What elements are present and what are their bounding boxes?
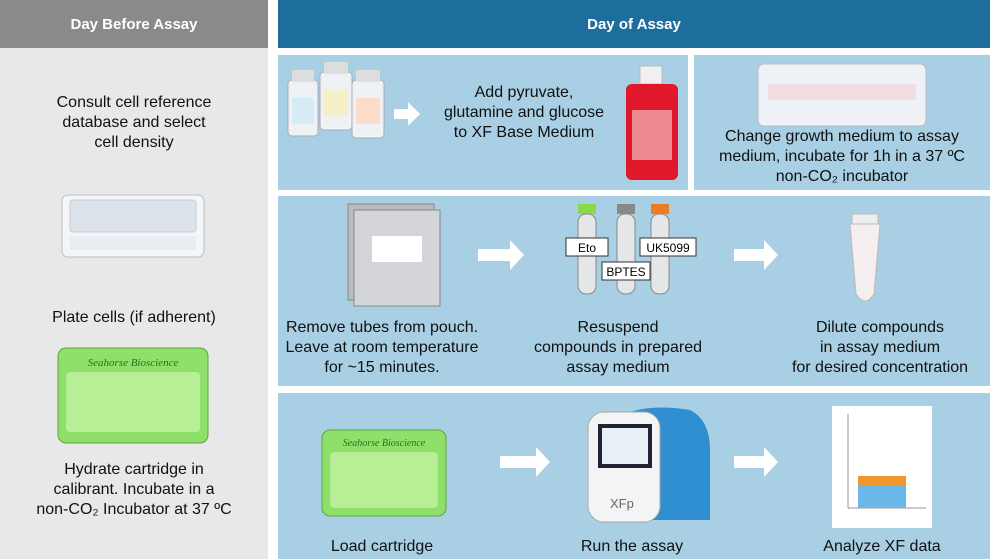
right-header: Day of Assay <box>278 0 990 48</box>
tube-label: BPTES <box>606 265 645 279</box>
step-text: Remove tubes from pouch. Leave at room t… <box>285 319 479 376</box>
step-text: Add pyruvate, glutamine and glucose to X… <box>443 84 605 141</box>
step-text: Resuspend compounds in prepared assay me… <box>533 319 703 376</box>
instrument <box>587 407 710 523</box>
cell-plate <box>61 194 205 258</box>
cell-plate <box>757 63 927 127</box>
cartridge <box>321 429 447 517</box>
medium-bottle <box>626 65 678 180</box>
tube-label: UK5099 <box>646 241 690 255</box>
step-text: Analyze XF data <box>823 538 941 555</box>
cartridge <box>57 347 209 444</box>
left-header: Day Before Assay <box>0 0 268 48</box>
tubes <box>565 204 697 295</box>
step-text: Plate cells (if adherent) <box>52 309 216 326</box>
pouch <box>347 203 441 307</box>
step-text: Run the assay <box>580 538 684 555</box>
cartridge-brand: Seahorse Bioscience <box>88 357 179 369</box>
left-column <box>0 0 268 559</box>
cartridge-brand: Seahorse Bioscience <box>343 438 426 449</box>
step-text: Load cartridge <box>330 538 434 555</box>
step-text: Hydrate cartridge in calibrant. Incubate… <box>36 461 232 518</box>
arrows <box>394 102 778 477</box>
bottles <box>287 62 385 139</box>
step-text: Dilute compounds in assay medium for des… <box>791 319 969 376</box>
step-text: Change growth medium to assay medium, in… <box>719 128 965 185</box>
step-text: Consult cell reference database and sele… <box>56 94 212 151</box>
result-chart <box>832 406 932 528</box>
instrument-label: XFp <box>610 496 634 511</box>
microtube <box>849 213 881 302</box>
tube-label: Eto <box>578 241 596 255</box>
